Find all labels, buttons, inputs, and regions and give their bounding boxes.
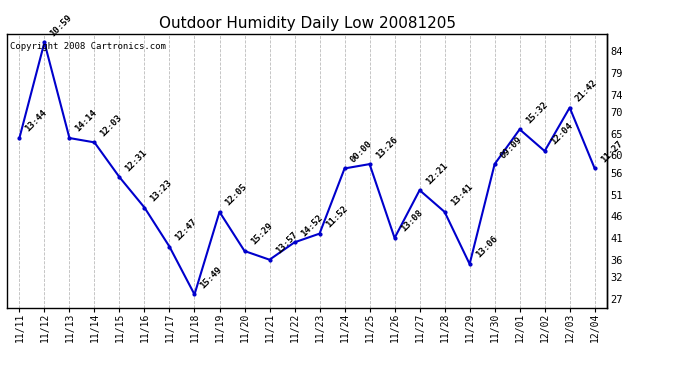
Text: 12:31: 12:31 xyxy=(124,148,149,173)
Text: 12:05: 12:05 xyxy=(224,182,249,208)
Title: Outdoor Humidity Daily Low 20081205: Outdoor Humidity Daily Low 20081205 xyxy=(159,16,455,31)
Text: 11:27: 11:27 xyxy=(599,139,624,164)
Text: 13:08: 13:08 xyxy=(399,209,424,234)
Text: 13:26: 13:26 xyxy=(374,135,399,160)
Text: 12:47: 12:47 xyxy=(174,217,199,243)
Text: 15:32: 15:32 xyxy=(524,100,549,125)
Text: 13:06: 13:06 xyxy=(474,234,499,260)
Text: 14:14: 14:14 xyxy=(74,108,99,134)
Text: Copyright 2008 Cartronics.com: Copyright 2008 Cartronics.com xyxy=(10,42,166,51)
Text: 12:21: 12:21 xyxy=(424,160,449,186)
Text: 13:41: 13:41 xyxy=(448,182,474,208)
Text: 10:59: 10:59 xyxy=(48,13,74,38)
Text: 00:00: 00:00 xyxy=(348,139,374,164)
Text: 09:09: 09:09 xyxy=(499,135,524,160)
Text: 13:23: 13:23 xyxy=(148,178,174,203)
Text: 11:52: 11:52 xyxy=(324,204,349,230)
Text: 13:44: 13:44 xyxy=(23,108,49,134)
Text: 14:52: 14:52 xyxy=(299,213,324,238)
Text: 13:57: 13:57 xyxy=(274,230,299,255)
Text: 15:49: 15:49 xyxy=(199,265,224,290)
Text: 21:42: 21:42 xyxy=(574,78,599,104)
Text: 12:03: 12:03 xyxy=(99,113,124,138)
Text: 15:29: 15:29 xyxy=(248,222,274,247)
Text: 12:04: 12:04 xyxy=(549,122,574,147)
